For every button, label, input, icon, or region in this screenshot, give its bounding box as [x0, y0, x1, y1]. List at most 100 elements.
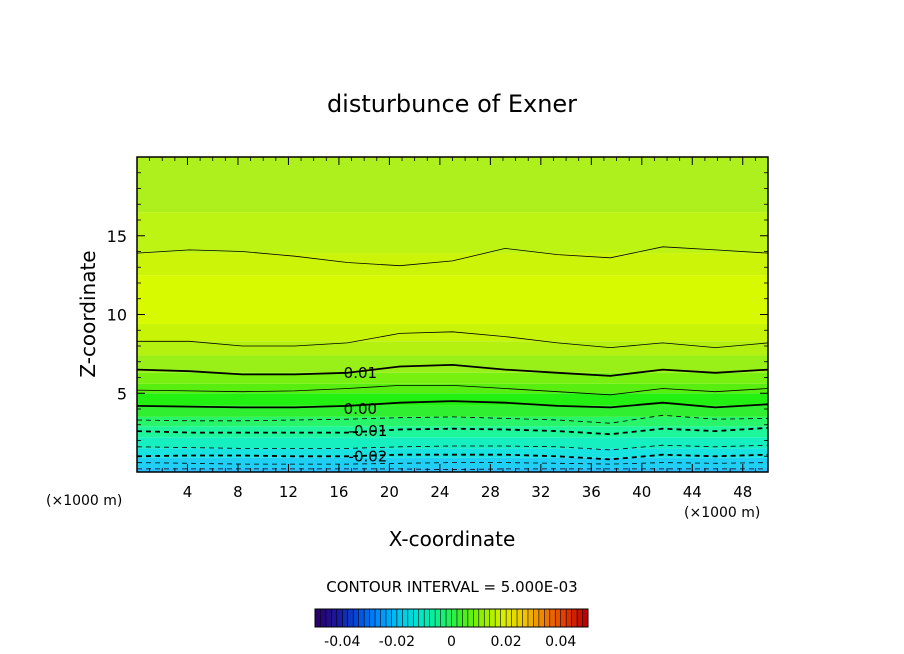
contour-line-9: [137, 331, 768, 349]
field-band-5: [137, 416, 768, 427]
x-tick-label: 4: [183, 483, 193, 501]
y-tick-label: 10: [107, 306, 127, 325]
field-band-9: [137, 372, 768, 384]
field-band-16: [137, 157, 768, 213]
field-band-2: [137, 448, 768, 458]
colorbar-cell: [375, 609, 382, 627]
x-tick-label: 40: [632, 483, 651, 501]
contour-line-4: [137, 427, 768, 436]
field-band-14: [137, 253, 768, 276]
colorbar-cell: [342, 609, 349, 627]
field-band-8: [137, 383, 768, 394]
colorbar-cell: [462, 609, 469, 627]
x-tick-label: 12: [279, 483, 298, 501]
x-tick-label: 16: [329, 483, 348, 501]
colorbar-tick-label: 0: [447, 634, 456, 650]
contour-label-3: -0.02: [349, 447, 388, 465]
colorbar-cell: [391, 609, 398, 627]
colorbar-cell: [533, 609, 540, 627]
x-tick-label: 32: [531, 483, 550, 501]
x-tick-label: 20: [380, 483, 399, 501]
x-tick-label: 8: [233, 483, 243, 501]
contour-line-1: [137, 462, 768, 465]
colorbar-cell: [347, 609, 354, 627]
field-band-12: [137, 323, 768, 342]
field-band-13: [137, 275, 768, 324]
y-tick-label: 5: [117, 384, 127, 403]
chart-title: disturbunce of Exner: [327, 90, 577, 118]
x-tick-label: 24: [430, 483, 449, 501]
colorbar-cell: [451, 609, 458, 627]
colorbar-cell: [484, 609, 491, 627]
colorbar-cell: [331, 609, 338, 627]
colorbar-cell: [571, 609, 578, 627]
colorbar-cell: [511, 609, 518, 627]
colorbar-cell: [517, 609, 523, 627]
colorbar: [314, 609, 589, 627]
colorbar-cell: [560, 609, 567, 627]
colorbar-cell: [364, 609, 371, 627]
x-tick-label: 36: [582, 483, 601, 501]
contour-label-1: 0.00: [344, 400, 377, 418]
colorbar-cell: [555, 609, 562, 627]
colorbar-cell: [424, 609, 431, 627]
contour-line-7: [137, 385, 768, 396]
colorbar-cell: [429, 609, 436, 627]
contour-line-6: [137, 400, 768, 409]
colorbar-cell: [489, 609, 496, 627]
colorbar-cell: [440, 609, 447, 627]
colorbar-cell: [582, 609, 589, 627]
field-band-6: [137, 405, 768, 417]
colorbar-cell: [435, 609, 442, 627]
colorbar-cell: [478, 609, 485, 627]
colorbar-cell: [336, 609, 343, 627]
colorbar-cell: [456, 609, 463, 627]
colorbar-cell: [325, 609, 332, 627]
y-axis-label: Z-coordinate: [76, 250, 100, 377]
colorbar-cell: [446, 609, 452, 627]
colorbar-cell: [467, 609, 474, 627]
x-unit-left: (×1000 m): [46, 493, 122, 509]
field-band-7: [137, 393, 768, 406]
colorbar-cell: [358, 609, 365, 627]
field-band-4: [137, 426, 768, 438]
contour-label-0: 0.01: [344, 364, 377, 382]
contour-labels: 0.01 0.00 -0.01 -0.02: [344, 364, 388, 465]
colorbar-cell: [506, 609, 513, 627]
colorbar-cell: [538, 609, 545, 627]
contour-interval-text: CONTOUR INTERVAL = 5.000E-03: [326, 578, 577, 596]
colorbar-cell: [402, 609, 409, 627]
contour-label-2: -0.01: [349, 422, 388, 440]
contour-line-10: [137, 246, 768, 267]
colorbar-tick-label: -0.02: [379, 634, 415, 650]
contour-line-8: [137, 363, 768, 377]
colorbar-cell: [522, 609, 529, 627]
colorbar-frame: [314, 608, 589, 628]
x-tick-label: 28: [481, 483, 500, 501]
colorbar-cell: [544, 609, 551, 627]
filled-field: [137, 157, 768, 472]
colorbar-cell: [369, 609, 376, 627]
colorbar-cell: [353, 609, 360, 627]
colorbar-cell: [473, 609, 480, 627]
contour-line-2: [137, 453, 768, 461]
colorbar-cell: [320, 609, 327, 627]
colorbar-tick-labels: -0.04 -0.02 0 0.02 0.04: [324, 634, 576, 650]
colorbar-cell: [566, 609, 573, 627]
colorbar-cell: [315, 609, 321, 627]
x-tick-label: 44: [683, 483, 702, 501]
colorbar-cell: [396, 609, 403, 627]
field-band-11: [137, 341, 768, 356]
colorbar-tick-label: 0.04: [545, 634, 576, 650]
colorbar-cell: [549, 609, 556, 627]
colorbar-cell: [385, 609, 392, 627]
colorbar-tick-label: 0.02: [491, 634, 522, 650]
field-band-3: [137, 437, 768, 449]
colorbar-cell: [527, 609, 534, 627]
colorbar-cell: [418, 609, 425, 627]
field-band-15: [137, 212, 768, 254]
x-tick-label: 48: [733, 483, 752, 501]
colorbar-cell: [407, 609, 414, 627]
